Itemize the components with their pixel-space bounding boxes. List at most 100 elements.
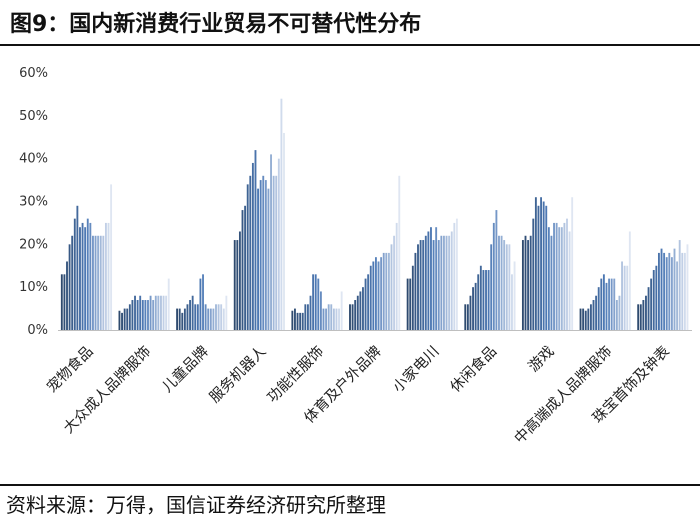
bar [618,295,621,330]
bar [417,244,419,330]
bar [430,227,432,330]
bar [422,240,425,330]
bar [385,252,388,330]
bar [660,248,663,330]
bar [547,227,550,330]
bar [602,274,605,330]
bar [566,218,568,330]
bar [432,240,435,330]
category-label: 游戏 [525,343,558,376]
chart-title: 图9：国内新消费行业贸易不可替代性分布 [10,12,422,37]
bar [233,240,236,330]
bar [532,218,535,330]
bar [86,218,89,330]
bar [181,312,184,330]
bar [354,300,357,330]
bar [464,304,467,330]
bar [92,235,94,330]
bar [141,300,144,330]
bar [623,265,626,330]
bar [657,252,660,330]
bar [560,227,563,330]
bar [322,308,325,330]
bar [670,257,673,330]
bar [639,304,642,330]
bar-group [464,210,516,330]
bar [503,240,506,330]
bar [568,231,571,330]
bar [81,222,84,330]
bar [369,265,372,330]
bar [380,257,383,330]
bar [582,308,585,330]
bar [238,231,241,330]
bar [367,274,370,330]
bar [296,312,299,330]
bar [139,295,142,330]
bar [453,222,456,330]
bar [364,278,367,330]
bar [445,235,448,330]
bar [419,240,422,330]
bar [500,235,503,330]
bar [152,300,155,330]
bar [555,222,558,330]
bar [637,304,640,330]
bar [411,265,414,330]
bar [545,205,548,330]
bar [317,278,320,330]
bar [362,287,364,330]
category-label: 服务机器人 [206,343,269,406]
bar [176,308,179,330]
bar [579,308,582,330]
category-label: 宠物食品 [43,343,96,396]
bar [291,310,294,330]
bar [319,291,322,330]
bar [325,308,328,330]
bar [262,175,265,330]
bar [485,270,487,330]
bar-group [118,278,170,330]
bar [443,235,445,330]
bar [134,295,136,330]
bar [309,295,312,330]
bar [681,252,684,330]
bar [97,235,100,330]
bar [272,175,275,330]
bar [332,308,335,330]
bar [359,291,362,330]
bar [102,235,105,330]
bar [189,300,191,330]
bar [584,310,587,330]
bar [678,240,681,330]
y-tick-label: 40% [19,152,48,167]
bar [537,205,540,330]
bar [356,295,359,330]
bar [382,252,385,330]
bar [676,261,679,330]
bar [104,222,107,330]
bar [249,175,252,330]
bar-group [406,218,458,330]
bar [340,291,343,330]
bar [513,261,516,330]
bar [642,300,645,330]
bar [71,235,74,330]
bar [225,295,228,330]
bar [136,300,139,330]
bar [99,235,102,330]
bar [66,261,68,330]
category-label: 儿童品牌 [158,342,212,396]
bar [592,300,595,330]
bar [246,184,249,330]
bar [558,227,561,330]
bar [495,210,498,330]
bar [450,231,453,330]
bar [645,295,647,330]
bar [299,312,302,330]
bar [144,300,147,330]
bar [615,300,618,330]
bar [183,308,186,330]
bar [209,308,212,330]
bar [490,244,493,330]
